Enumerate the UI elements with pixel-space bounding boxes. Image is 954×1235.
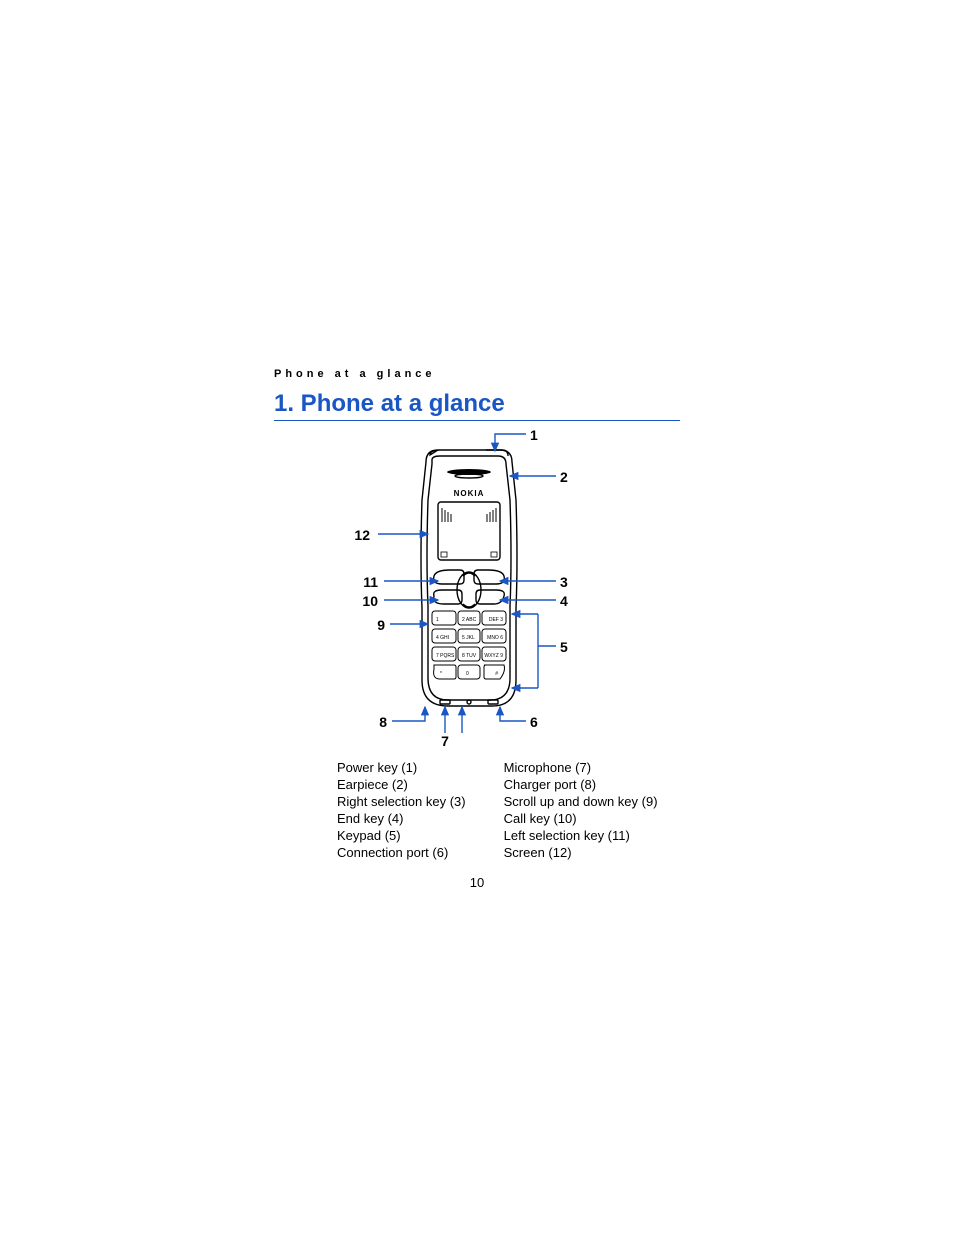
legend-item: Charger port (8): [504, 777, 658, 792]
callout-2: 2: [560, 469, 568, 485]
manual-page: Phone at a glance 1. Phone at a glance N…: [0, 0, 954, 1235]
legend-item: Power key (1): [337, 760, 466, 775]
callout-12: 12: [354, 527, 370, 543]
legend: Power key (1) Earpiece (2) Right selection…: [337, 760, 658, 860]
callout-9: 9: [377, 617, 385, 633]
svg-text:4 GHI: 4 GHI: [436, 635, 449, 641]
legend-item: Right selection key (3): [337, 794, 466, 809]
legend-column-2: Microphone (7) Charger port (8) Scroll up …: [504, 760, 658, 860]
legend-item: Scroll up and down key (9): [504, 794, 658, 809]
svg-text:0: 0: [466, 671, 469, 677]
callout-arrows: [378, 434, 556, 733]
callout-1: 1: [530, 427, 538, 443]
legend-item: Left selection key (11): [504, 828, 658, 843]
legend-item: Earpiece (2): [337, 777, 466, 792]
phone-diagram: NOKIA: [0, 0, 954, 760]
callout-10: 10: [362, 593, 378, 609]
legend-column-1: Power key (1) Earpiece (2) Right selection…: [337, 760, 466, 860]
svg-text:MNO 6: MNO 6: [487, 635, 503, 641]
legend-item: End key (4): [337, 811, 466, 826]
svg-text:2 ABC: 2 ABC: [462, 617, 477, 623]
legend-item: Connection port (6): [337, 845, 466, 860]
callout-11: 11: [363, 574, 378, 590]
callout-5: 5: [560, 639, 568, 655]
svg-text:WXYZ 9: WXYZ 9: [484, 653, 503, 659]
callout-7: 7: [441, 733, 449, 749]
svg-text:8 TUV: 8 TUV: [462, 653, 477, 659]
phone-body: NOKIA: [421, 450, 517, 706]
brand-label: NOKIA: [454, 489, 485, 498]
callout-8: 8: [379, 714, 387, 730]
callout-3: 3: [560, 574, 568, 590]
legend-item: Call key (10): [504, 811, 658, 826]
legend-item: Keypad (5): [337, 828, 466, 843]
legend-item: Screen (12): [504, 845, 658, 860]
svg-text:7 PQRS: 7 PQRS: [436, 653, 455, 659]
svg-text:*: *: [440, 671, 442, 677]
legend-item: Microphone (7): [504, 760, 658, 775]
callout-4: 4: [560, 593, 568, 609]
page-number: 10: [0, 875, 954, 890]
svg-text:#: #: [495, 671, 498, 677]
svg-text:DEF 3: DEF 3: [489, 617, 503, 623]
callout-6: 6: [530, 714, 538, 730]
svg-text:1: 1: [436, 617, 439, 623]
svg-text:5 JKL: 5 JKL: [462, 635, 475, 641]
